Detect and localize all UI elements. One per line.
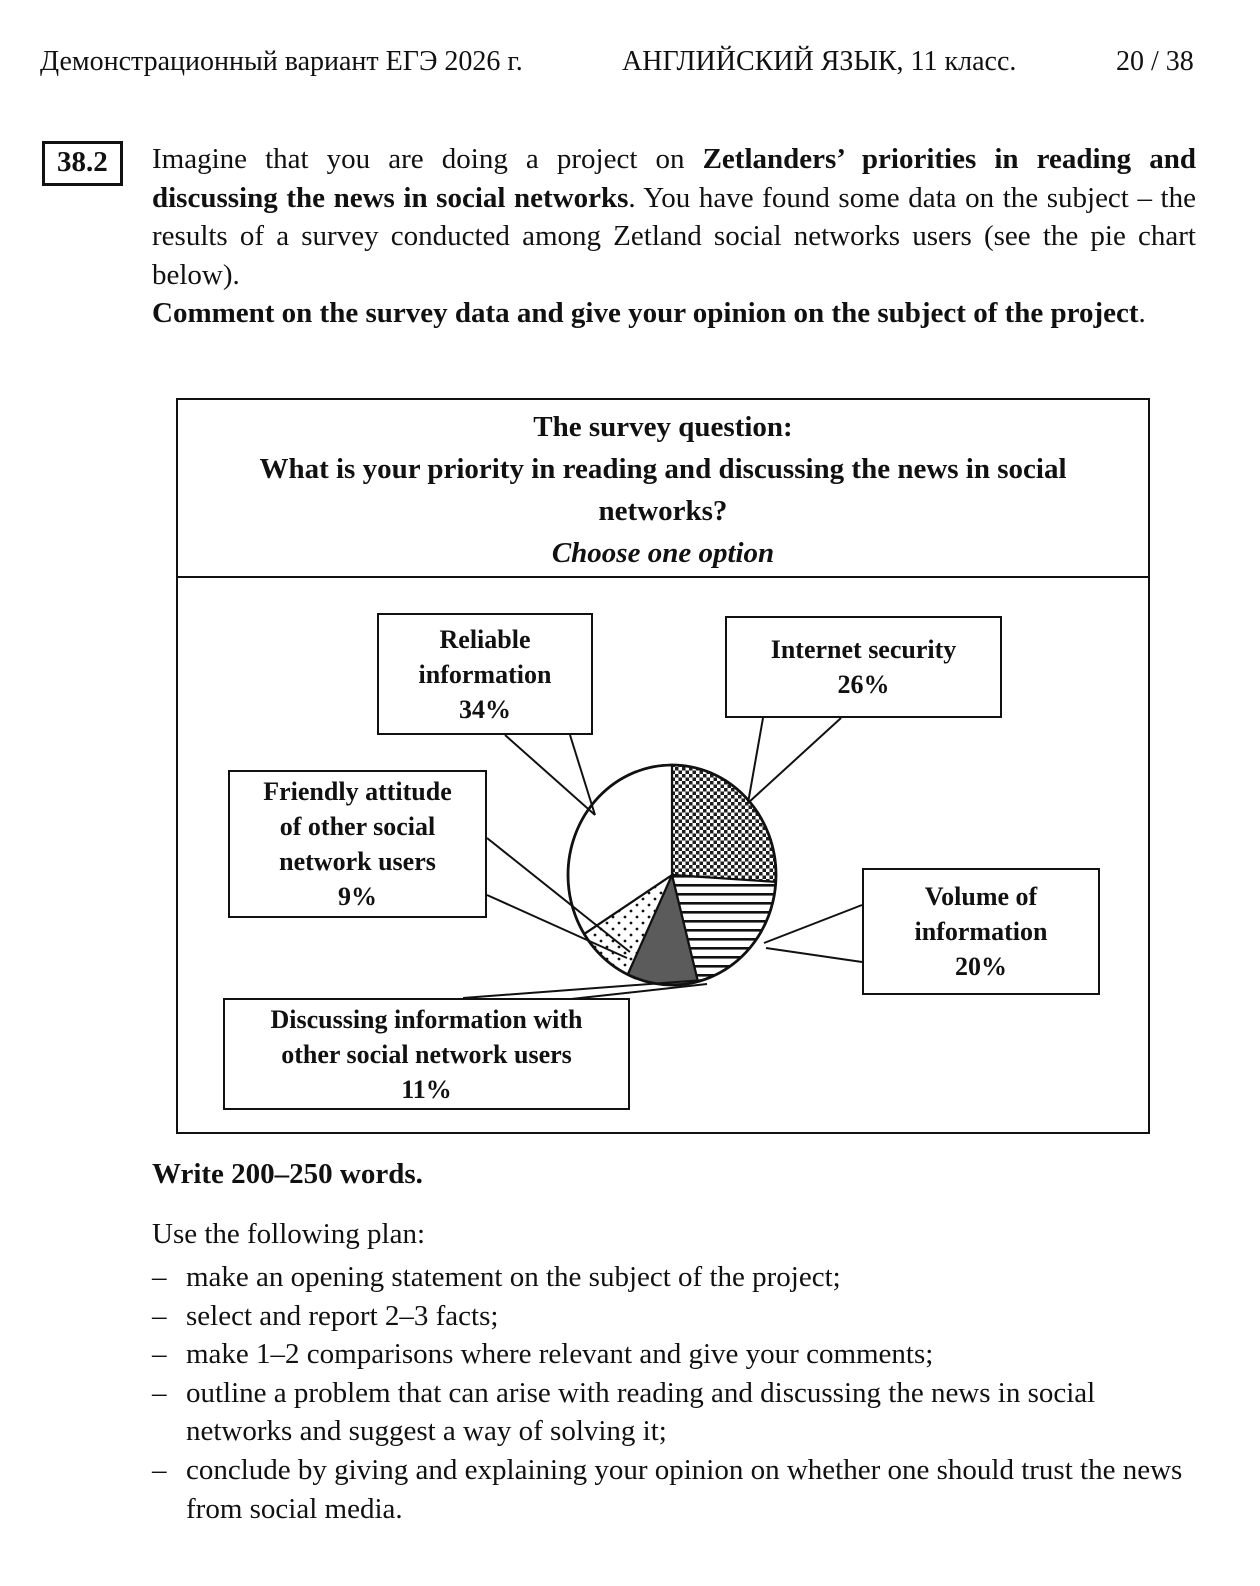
survey-title: The survey question: [533, 411, 793, 443]
task-text-run: . [1138, 297, 1146, 330]
task-text-run: . You have found some data on the subjec… [152, 181, 1196, 291]
task-text-run-bold: Comment on the survey data and give your… [152, 297, 1139, 330]
plan-item: – outline a problem that can arise with … [152, 1374, 1202, 1451]
plan-item: – conclude by giving and explaining your… [152, 1451, 1202, 1528]
survey-question: What is your priority in reading and dis… [259, 453, 1067, 527]
callout-leader-line [486, 837, 631, 953]
pie-chart [462, 717, 863, 1001]
dash-bullet: – [152, 1299, 167, 1332]
callout-leader-line [561, 983, 708, 1001]
callout-leader-line [504, 734, 596, 816]
callout-volume-of-information: Volume of information 20% [862, 868, 1100, 995]
callout-leader-line [747, 717, 764, 804]
plan-lead: Use the following plan: [152, 1218, 426, 1250]
callout-leader-line [747, 717, 842, 804]
task-number-box: 38.2 [42, 141, 123, 186]
plan-item-text: make 1–2 comparisons where relevant and … [186, 1338, 934, 1371]
plan-item-text: select and report 2–3 facts; [186, 1299, 499, 1332]
callout-label-line: Internet security [770, 635, 957, 664]
task-text: Imagine that you are doing a project on … [152, 140, 1196, 333]
task-paragraph-2: Comment on the survey data and give your… [152, 294, 1196, 333]
callout-label-line: Reliable [439, 624, 531, 654]
header-subject-title: АНГЛИЙСКИЙ ЯЗЫК, 11 класс. [622, 46, 1017, 77]
callout-value: 26% [837, 670, 890, 699]
pie-chart-area: Reliable information 34% Internet securi… [178, 578, 1148, 1132]
survey-figure-box: The survey question: What is your priori… [176, 398, 1150, 1134]
word-count-instruction: Write 200–250 words. [152, 1158, 423, 1190]
plan-item-text: outline a problem that can arise with re… [186, 1376, 1096, 1448]
dash-bullet: – [152, 1261, 167, 1293]
dash-bullet: – [152, 1338, 167, 1371]
callout-leader-line [462, 979, 704, 999]
plan-list: – make an opening statement on the subje… [152, 1258, 1202, 1528]
pie-outline [566, 763, 778, 987]
callout-label-line: of other social [279, 812, 436, 841]
plan-item: – make 1–2 comparisons where relevant an… [152, 1335, 1202, 1374]
callout-friendly-attitude: Friendly attitude of other social networ… [228, 770, 487, 918]
dash-bullet: – [152, 1376, 167, 1409]
page-number: 20 / 38 [1116, 46, 1194, 77]
dash-bullet: – [152, 1453, 167, 1486]
header-variant-title: Демонстрационный вариант ЕГЭ 2026 г. [40, 46, 523, 77]
plan-item: – make an opening statement on the subje… [152, 1258, 1202, 1297]
callout-label-line: Volume of [924, 882, 1038, 911]
callout-label-line: network users [279, 847, 436, 876]
callout-value: 34% [459, 694, 511, 724]
plan-item-text: make an opening statement on the subject… [186, 1261, 841, 1293]
callout-reliable-information: Reliable information 34% [377, 613, 593, 735]
plan-item-text: conclude by giving and explaining your o… [186, 1453, 1183, 1525]
task-paragraph-1: Imagine that you are doing a project on … [152, 140, 1196, 294]
task-text-run: Imagine that you are doing a project on [152, 143, 703, 175]
callout-value: 11% [401, 1074, 452, 1104]
callout-value: 20% [955, 952, 1007, 981]
task-text-run-bold: Zetlanders’ priorities in reading and di… [152, 143, 1196, 214]
callout-value: 9% [338, 882, 377, 911]
callout-leader-line [486, 894, 628, 959]
callout-label-line: other social network users [281, 1039, 572, 1069]
callout-leader-line [765, 947, 863, 963]
callout-label-line: Discussing information with [270, 1004, 583, 1034]
callout-label-line: information [418, 659, 552, 689]
callout-leader-line [763, 904, 863, 944]
callout-label-line: Friendly attitude [263, 777, 452, 806]
survey-question-header: The survey question: What is your priori… [178, 400, 1148, 578]
pie-slice-internet-security [670, 763, 778, 884]
callout-label-line: information [914, 917, 1048, 946]
survey-note: Choose one option [551, 537, 775, 569]
callout-leader-line [569, 734, 596, 816]
callout-internet-security: Internet security 26% [725, 616, 1002, 718]
plan-item: – select and report 2–3 facts; [152, 1297, 1202, 1336]
callout-discussing-information: Discussing information with other social… [223, 998, 630, 1110]
